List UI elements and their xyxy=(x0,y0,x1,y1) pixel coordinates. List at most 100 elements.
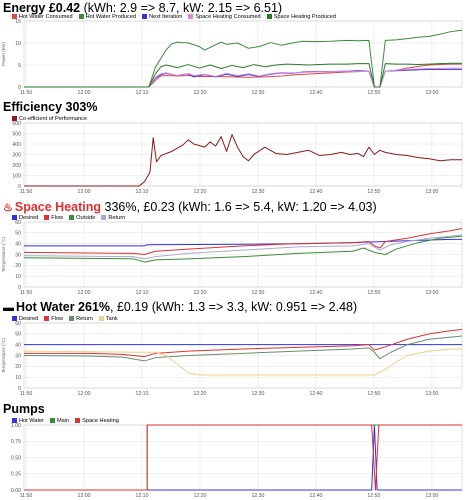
legend-item-return[interactable]: Return xyxy=(69,316,93,322)
series-line-hot-water-consumed xyxy=(24,63,462,88)
x-tick-label: 12:20 xyxy=(193,391,206,397)
y-tick-label: 100 xyxy=(12,173,21,179)
space-heating-title-main: Space Heating xyxy=(14,200,102,214)
y-tick-label: 300 xyxy=(12,152,21,158)
energy-title-main: Energy £0.42 xyxy=(3,1,81,15)
y-tick-label: 30 xyxy=(15,353,21,359)
legend-swatch xyxy=(266,14,272,19)
hot-water-title-rest: , £0.19 (kWh: 1.3 => 3.3, kW: 0.951 => 2… xyxy=(110,300,358,314)
legend-item-outside[interactable]: Outside xyxy=(69,215,95,221)
y-tick-label: 0 xyxy=(18,386,21,392)
efficiency-chart: 11:50 12:00 12:10 12:20 12:30 12:40 12:50 13:00… xyxy=(12,121,463,195)
y-tick-label: 60 xyxy=(15,220,21,226)
legend-item-main[interactable]: Main xyxy=(49,418,69,424)
x-tick-label: 12:00 xyxy=(77,290,90,296)
x-tick-label: 11:50 xyxy=(20,290,33,296)
x-tick-label: 12:30 xyxy=(251,391,264,397)
x-tick-label: 12:40 xyxy=(309,90,322,96)
legend-item-flow[interactable]: Flow xyxy=(44,316,63,322)
x-tick-label: 11:50 xyxy=(20,391,33,397)
legend-label: Tank xyxy=(105,315,118,322)
legend-item-hot-water[interactable]: Hot Water xyxy=(12,418,44,424)
legend-item-co-efficient-of-performance[interactable]: Co-efficient of Performance xyxy=(12,116,87,122)
legend-item-space-heating-consumed[interactable]: Space Heating Consumed xyxy=(188,14,261,20)
x-tick-label: 11:50 xyxy=(20,189,33,195)
legend-item-space-heating[interactable]: Space Heating xyxy=(75,418,119,424)
x-tick-label: 12:50 xyxy=(367,493,380,499)
y-tick-label: 0.50 xyxy=(11,455,21,461)
x-tick-label: 12:30 xyxy=(251,493,264,499)
y-axis-label: Temperature (°C) xyxy=(1,337,6,373)
plot-frame xyxy=(23,20,463,88)
series-line-co-efficient-of-performance xyxy=(24,134,462,187)
legend-item-tank[interactable]: Tank xyxy=(98,315,118,322)
pumps-legend: Hot Water Main Space Heating xyxy=(12,416,119,425)
legend-label: Next Iteration xyxy=(149,13,183,20)
series-line-flow xyxy=(24,329,463,358)
legend-item-flow[interactable]: Flow xyxy=(44,215,63,221)
hot-water-chart: 11:50 12:00 12:10 12:20 12:30 12:40 12:50 13:00… xyxy=(1,321,463,397)
legend-swatch xyxy=(188,14,194,19)
legend-item-hot-water-consumed[interactable]: Hot Water Consumed xyxy=(12,14,73,20)
legend-item-desired[interactable]: Desired xyxy=(12,316,38,322)
y-tick-label: 0.75 xyxy=(11,439,21,445)
x-tick-label: 12:50 xyxy=(367,290,380,296)
y-tick-label: 0 xyxy=(18,85,21,91)
hot-water-title: ▬ Hot Water 261%, £0.19 (kWh: 1.3 => 3.3,… xyxy=(3,300,357,315)
y-tick-label: 20 xyxy=(15,263,21,269)
legend-label: Desired xyxy=(19,315,39,322)
x-tick-label: 12:20 xyxy=(193,493,206,499)
x-tick-label: 11:50 xyxy=(20,90,33,96)
plot-frame xyxy=(23,221,463,288)
energy-chart: 11:50 12:00 12:10 12:20 12:30 12:40 12:50 13:00… xyxy=(1,19,463,96)
legend-label: Return xyxy=(108,214,126,221)
x-tick-label: 12:10 xyxy=(135,189,148,195)
legend-label: Space Heating Produced xyxy=(273,13,336,20)
legend-label: Hot Water xyxy=(19,417,44,424)
x-tick-label: 12:00 xyxy=(77,90,90,96)
energy-title-rest: (kWh: 2.9 => 8.7, kW: 2.15 => 6.51) xyxy=(80,1,283,15)
legend-item-desired[interactable]: Desired xyxy=(12,215,38,221)
y-tick-label: 40 xyxy=(15,241,21,247)
series-line-flow xyxy=(23,228,463,255)
legend-item-hot-water-produced[interactable]: Hot Water Produced xyxy=(78,13,137,20)
y-tick-label: 10 xyxy=(15,41,21,47)
legend-item-next-iteration[interactable]: Next Iteration xyxy=(142,14,182,20)
x-tick-label: 12:40 xyxy=(309,493,322,499)
series-line-return xyxy=(23,335,463,362)
legend-label: Return xyxy=(76,315,93,322)
x-tick-label: 12:10 xyxy=(135,391,148,397)
legend-label: Flow xyxy=(51,315,64,322)
x-tick-label: 12:40 xyxy=(309,189,322,195)
x-tick-label: 13:00 xyxy=(425,290,438,296)
legend-swatch xyxy=(98,316,104,321)
series-line-return xyxy=(23,234,463,260)
plot-frame xyxy=(23,122,463,187)
heater-icon: ♨ xyxy=(3,202,13,214)
legend-swatch xyxy=(101,215,107,220)
x-tick-label: 11:50 xyxy=(20,493,33,499)
x-tick-label: 12:30 xyxy=(251,90,264,96)
legend-item-space-heating-produced[interactable]: Space Heating Produced xyxy=(266,13,336,20)
y-tick-label: 500 xyxy=(12,131,21,137)
x-tick-label: 12:10 xyxy=(135,493,148,499)
x-tick-label: 12:20 xyxy=(193,290,206,296)
pumps-title-main: Pumps xyxy=(3,402,45,416)
space-heating-title-rest: 336%, £0.23 (kWh: 1.6 => 5.4, kW: 1.20 =… xyxy=(101,200,377,214)
x-tick-label: 12:50 xyxy=(367,391,380,397)
hot-water-legend: Desired Flow Return Tank xyxy=(12,314,118,323)
x-tick-label: 12:10 xyxy=(135,90,148,96)
legend-swatch xyxy=(12,418,17,423)
series-line-space-heating-produced xyxy=(24,62,462,88)
legend-label: Hot Water Produced xyxy=(85,13,137,20)
pumps-chart: 11:50 12:00 12:10 12:20 12:30 12:40 12:50 13:00… xyxy=(11,423,463,499)
legend-item-return[interactable]: Return xyxy=(101,215,125,221)
efficiency-title: Efficiency 303% xyxy=(3,100,98,114)
y-tick-label: 0.25 xyxy=(11,472,21,478)
efficiency-legend: Co-efficient of Performance xyxy=(12,114,87,123)
legend-label: Desired xyxy=(19,214,39,221)
y-tick-label: 30 xyxy=(15,252,21,258)
series-line-hot-water-produced xyxy=(24,29,463,88)
y-tick-label: 400 xyxy=(12,142,21,148)
x-tick-label: 12:50 xyxy=(367,90,380,96)
